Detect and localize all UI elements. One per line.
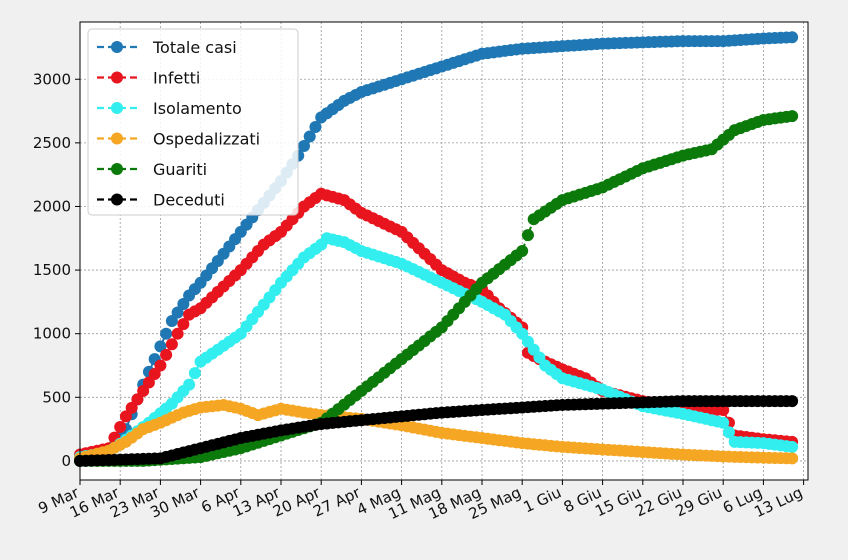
legend-item: Totale casi: [97, 38, 237, 57]
y-tick-label: 0: [61, 452, 71, 470]
legend-item: Ospedalizzati: [97, 130, 260, 149]
y-tick-label: 3000: [33, 70, 71, 88]
legend-marker: [111, 193, 123, 206]
data-point: [786, 31, 799, 44]
legend-label: Totale casi: [152, 38, 237, 57]
data-point: [717, 416, 730, 429]
legend-label: Infetti: [153, 69, 200, 88]
data-point: [786, 395, 799, 408]
y-tick-label: 1000: [33, 325, 71, 343]
data-point: [160, 327, 173, 340]
data-point: [183, 378, 196, 391]
data-point: [165, 314, 178, 327]
data-point: [516, 245, 529, 257]
data-point: [177, 318, 190, 331]
data-point: [125, 401, 138, 414]
legend-label: Ospedalizzati: [153, 130, 260, 149]
legend-box: [87, 28, 299, 216]
data-point: [171, 306, 184, 319]
legend-marker: [111, 102, 123, 114]
series-layer: [74, 31, 799, 467]
y-tick-label: 2000: [33, 197, 71, 215]
data-point: [786, 452, 799, 465]
legend: Totale casi Infetti Isolamento Ospedalizzat…: [87, 28, 299, 216]
data-point: [717, 404, 730, 417]
data-point: [142, 376, 155, 389]
y-axis: 0 500 1000 1500 2000 2500 3000: [33, 70, 80, 470]
y-tick-label: 2500: [33, 134, 71, 152]
legend-marker: [111, 41, 123, 53]
data-point: [165, 338, 178, 351]
data-point: [160, 348, 173, 361]
plot-frame: [79, 21, 809, 481]
legend-item: Deceduti: [97, 191, 225, 210]
y-tick-label: 500: [42, 388, 71, 406]
data-point: [188, 367, 201, 380]
data-point: [119, 410, 132, 423]
data-point: [131, 393, 144, 406]
legend-label: Guariti: [153, 160, 207, 179]
data-point: [148, 367, 161, 380]
data-point: [154, 359, 167, 372]
data-point: [786, 440, 799, 453]
data-point: [154, 340, 167, 353]
legend-label: Isolamento: [153, 99, 242, 118]
data-point: [303, 130, 316, 143]
legend-marker: [111, 71, 123, 84]
data-point: [786, 110, 799, 123]
legend-marker: [111, 163, 123, 175]
data-point: [722, 426, 735, 439]
data-point: [309, 120, 322, 133]
legend-item: Guariti: [97, 160, 207, 179]
series-0: [74, 31, 799, 467]
legend-item: Infetti: [97, 69, 200, 88]
data-point: [521, 229, 534, 242]
legend-marker: [111, 132, 123, 145]
legend-label: Deceduti: [153, 191, 225, 210]
series-5: [74, 395, 799, 467]
data-point: [177, 298, 190, 311]
y-tick-label: 1500: [33, 261, 71, 279]
data-point: [171, 327, 184, 340]
data-point: [114, 420, 127, 433]
legend-item: Isolamento: [97, 99, 242, 118]
data-point: [297, 140, 310, 153]
data-point: [137, 384, 150, 397]
